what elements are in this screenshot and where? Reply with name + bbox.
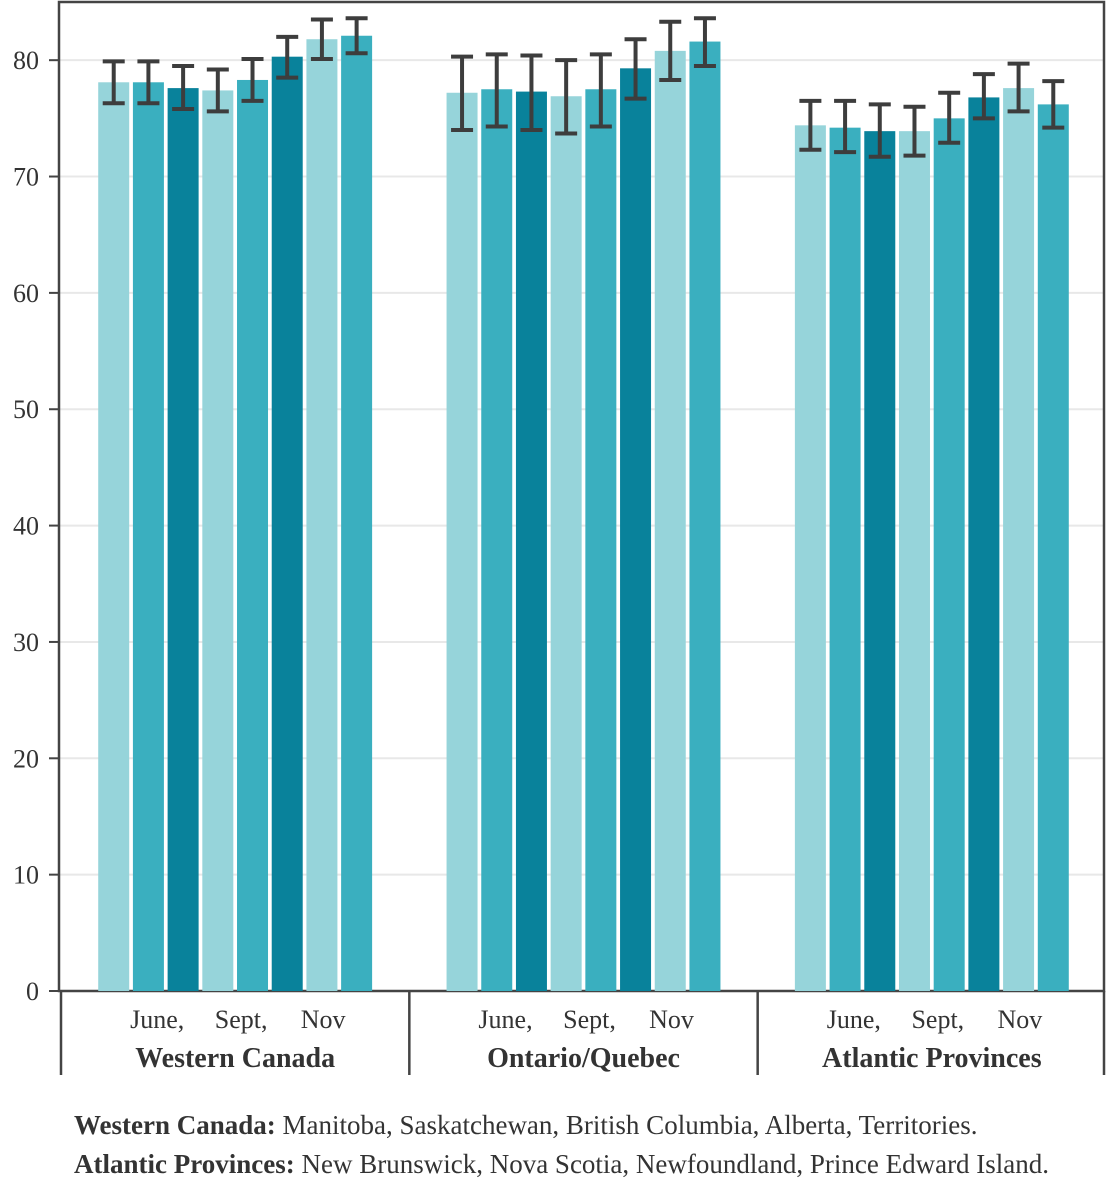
group-label: Western Canada [135, 1043, 335, 1074]
y-tick-label: 20 [13, 744, 39, 773]
x-sub-label: Sept, [911, 1005, 964, 1034]
x-sub-label: Sept, [215, 1005, 268, 1034]
bar [237, 79, 269, 991]
group-label: Ontario/Quebec [487, 1043, 680, 1074]
x-sub-label: Nov [649, 1005, 694, 1034]
bar [689, 41, 721, 992]
bar [968, 97, 1000, 991]
x-sub-label: Nov [301, 1005, 346, 1034]
bar [1003, 88, 1035, 991]
bar [515, 91, 547, 991]
y-tick-label: 0 [26, 977, 39, 1006]
bar [654, 50, 686, 992]
bar [864, 131, 896, 992]
y-tick-label: 30 [13, 628, 39, 657]
bar [446, 92, 478, 991]
footnote-text: Manitoba, Saskatchewan, British Columbia… [275, 1110, 978, 1140]
y-tick-label: 50 [13, 395, 39, 424]
bar [620, 68, 652, 992]
footnote-atlantic-provinces: Atlantic Provinces: New Brunswick, Nova … [74, 1149, 1049, 1180]
bar [550, 96, 582, 992]
bar [898, 131, 930, 992]
x-sub-label: June, [478, 1005, 532, 1034]
bar [271, 56, 303, 991]
footnote-term: Atlantic Provinces: [74, 1149, 295, 1179]
footnote-text: New Brunswick, Nova Scotia, Newfoundland… [294, 1149, 1050, 1179]
bar [98, 82, 130, 992]
bar [829, 127, 861, 991]
bar [933, 118, 965, 991]
bar [306, 39, 338, 992]
y-tick-label: 70 [13, 163, 39, 192]
bar [1037, 104, 1069, 992]
x-sub-label: June, [827, 1005, 881, 1034]
y-tick-label: 80 [13, 46, 39, 75]
bar [341, 35, 373, 991]
y-tick-label: 40 [13, 512, 39, 541]
bar [202, 90, 234, 992]
y-tick-label: 60 [13, 279, 39, 308]
x-sub-label: Sept, [563, 1005, 616, 1034]
footnote-term: Western Canada: [74, 1110, 276, 1140]
x-sub-label: Nov [997, 1005, 1042, 1034]
bar [132, 82, 164, 992]
bar [481, 89, 513, 991]
x-sub-label: June, [130, 1005, 184, 1034]
footnote-western-canada: Western Canada: Manitoba, Saskatchewan, … [74, 1110, 977, 1141]
bar [167, 88, 199, 991]
group-label: Atlantic Provinces [822, 1043, 1042, 1074]
y-tick-label: 10 [13, 861, 39, 890]
bar [794, 125, 826, 992]
bar-chart: 0 10 20 30 40 50 60 70 80 June, Sept, Nov Western Ca… [13, 0, 1106, 1075]
bar [585, 89, 617, 991]
